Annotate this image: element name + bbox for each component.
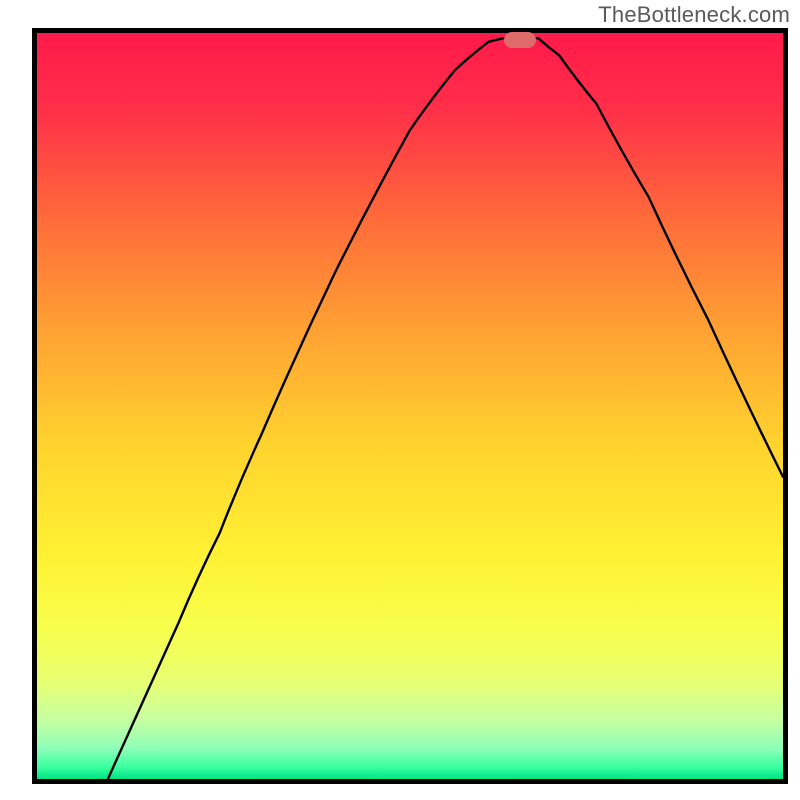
bottleneck-curve bbox=[37, 33, 783, 779]
chart-container: TheBottleneck.com bbox=[0, 0, 800, 800]
watermark-text: TheBottleneck.com bbox=[598, 2, 790, 28]
optimal-point-marker bbox=[504, 32, 536, 48]
plot-frame bbox=[32, 28, 788, 784]
